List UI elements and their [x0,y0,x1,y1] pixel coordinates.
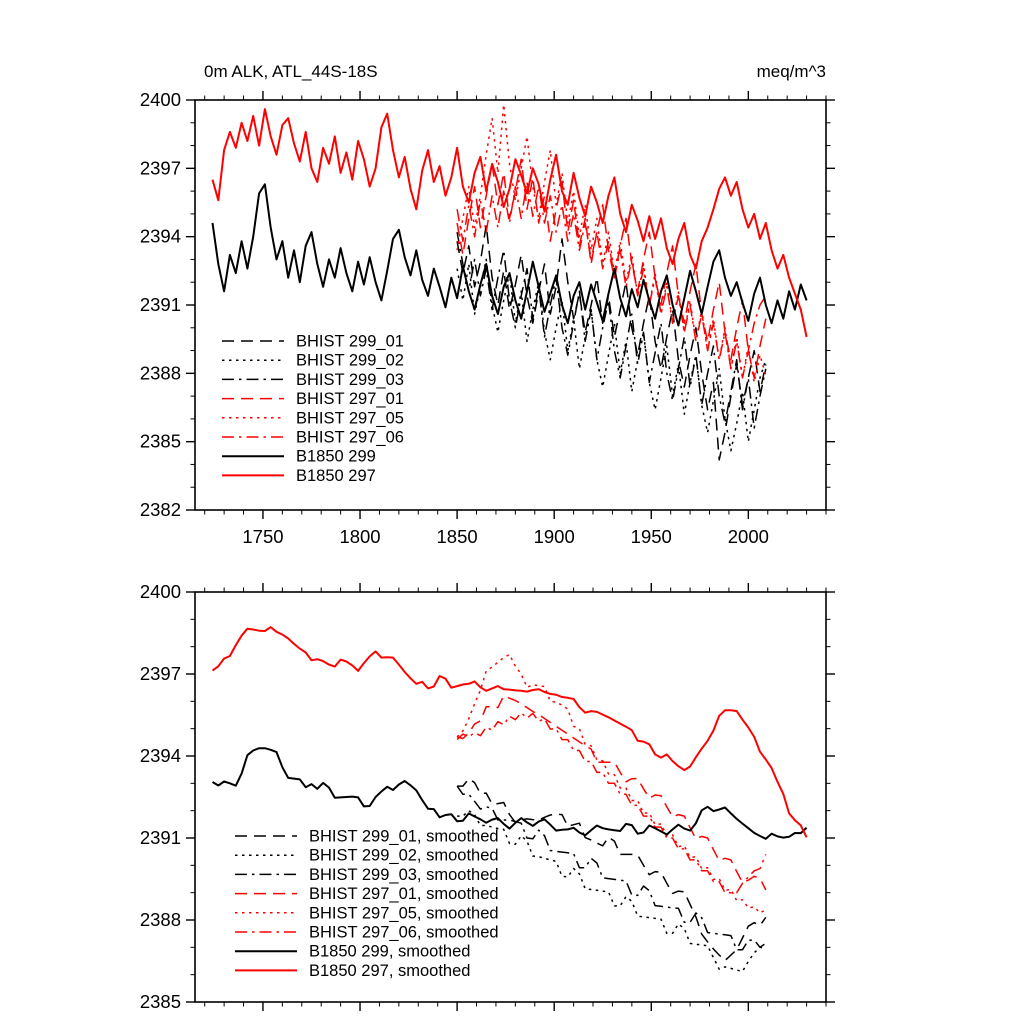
legend-label: BHIST 297_06 [296,429,404,447]
series-line-b1850-299 [211,183,808,327]
chart-title: 0m ALK, ATL_44S-18S [204,62,378,81]
series-line-bhist-297-01 [456,695,767,891]
legend-label: B1850 297 [296,467,376,485]
legend-label: BHIST 297_05 [296,409,404,427]
legend-label: BHIST 297_01 [296,390,404,408]
legend-label: B1850 297, smoothed [309,962,470,980]
y-tick-label: 2394 [140,745,181,766]
legend-label: BHIST 297_01, smoothed [309,885,499,903]
series-line-bhist-299-01 [457,778,767,962]
y-tick-label: 2391 [140,294,181,315]
y-tick-label: 2400 [140,581,181,602]
series-line-bhist-297-05 [456,653,767,914]
y-tick-label: 2382 [140,499,181,520]
y-tick-label: 2391 [140,827,181,848]
legend-label: BHIST 299_03, smoothed [309,866,499,884]
legend-label: BHIST 299_03 [296,371,404,389]
y-tick-label: 2388 [140,362,181,383]
series-group [211,626,808,973]
series-line-b1850-297 [211,108,808,338]
series-line-bhist-297-06 [456,181,767,379]
series-group [211,103,808,461]
series-line-b1850-299 [211,747,808,840]
legend-label: BHIST 297_05, smoothed [309,904,499,922]
axis-box [194,99,827,511]
x-tick-label: 1750 [242,526,283,547]
y-tick-label: 2394 [140,226,181,247]
legend-label: BHIST 299_01 [296,333,404,351]
legend-label: BHIST 299_02, smoothed [309,847,499,865]
series-line-bhist-297-06 [456,711,767,894]
chart-units-label: meq/m^3 [756,62,826,81]
x-tick-label: 1850 [437,526,478,547]
y-tick-label: 2397 [140,663,181,684]
x-tick-label: 1950 [631,526,672,547]
chart-bottom: 2385 2388 2391 2394 2397 2400 BHIST 299_01, sm… [140,581,835,1012]
series-line-bhist-299-02 [456,258,767,452]
x-tick-label: 2000 [728,526,769,547]
legend-label: BHIST 297_06, smoothed [309,924,499,942]
series-line-bhist-299-02 [457,809,766,973]
legend-label: BHIST 299_02 [296,352,404,370]
y-tick-label: 2388 [140,909,181,930]
series-line-bhist-299-03 [456,231,767,429]
series-line-bhist-299-03 [456,785,767,951]
y-tick-label: 2385 [140,991,181,1012]
y-tick-label: 2397 [140,157,181,178]
axis-box [194,591,827,1003]
x-tick-label: 1900 [534,526,575,547]
series-line-b1850-297 [211,626,808,838]
legend-label: B1850 299 [296,448,376,466]
y-tick-label: 2385 [140,431,181,452]
chart-top: 2382 2385 2388 2391 2394 2397 2400 1750 1800 1850… [140,89,835,547]
x-tick-label: 1800 [339,526,380,547]
legend-label: BHIST 299_01, smoothed [309,828,499,846]
legend-label: B1850 299, smoothed [309,943,470,961]
series-line-bhist-297-05 [456,103,767,384]
y-tick-label: 2400 [140,89,181,110]
series-line-bhist-299-01 [456,224,767,461]
